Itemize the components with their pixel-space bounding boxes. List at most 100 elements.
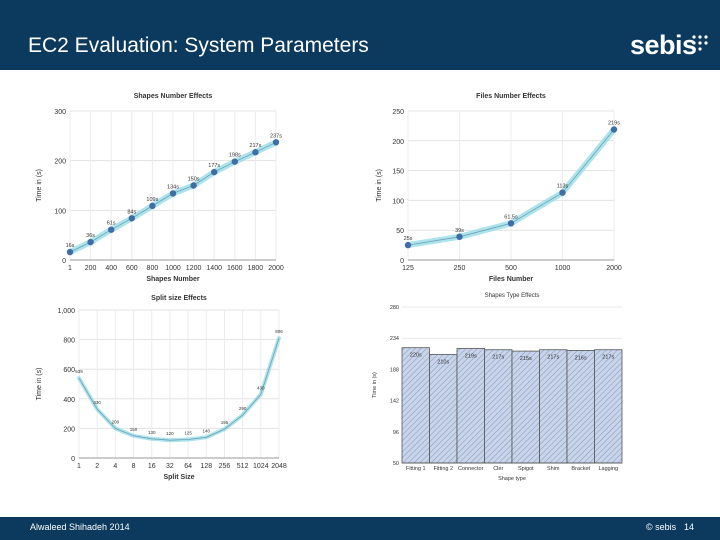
x-tick-label: 200 xyxy=(85,265,97,272)
data-label: 39s xyxy=(455,228,464,234)
x-tick-label: Fitting 1 xyxy=(406,466,426,472)
data-point xyxy=(507,220,515,227)
x-tick-label: 1800 xyxy=(248,265,264,272)
data-label: 217s xyxy=(547,355,559,361)
y-tick-label: 100 xyxy=(54,208,66,215)
data-label: 130 xyxy=(148,430,156,435)
chart-title: Shapes Number Effects xyxy=(134,93,213,100)
data-label: 237s xyxy=(270,133,282,139)
data-label: 198s xyxy=(229,153,241,159)
footer-copyright: © sebis xyxy=(646,522,677,532)
x-tick-label: Shim xyxy=(547,466,560,472)
data-point xyxy=(169,190,177,197)
chart-title: Split size Effects xyxy=(151,295,207,302)
x-tick-label: 1200 xyxy=(186,265,202,272)
y-tick-label: 300 xyxy=(54,109,66,116)
y-tick-label: 0 xyxy=(62,258,66,265)
data-point xyxy=(87,238,94,246)
sebis-logo: sebis xyxy=(630,30,697,60)
x-tick-label: 1024 xyxy=(253,463,269,470)
x-tick-label: 1600 xyxy=(227,265,243,272)
bar xyxy=(401,347,430,464)
data-label: 61s xyxy=(107,221,116,227)
x-tick-label: 1400 xyxy=(206,265,222,272)
data-label: 217s xyxy=(249,143,261,149)
x-tick-label: 400 xyxy=(105,265,117,272)
y-tick-label: 200 xyxy=(54,159,66,166)
data-point xyxy=(66,248,74,256)
data-label: 84s xyxy=(127,209,136,215)
y-tick-label: 800 xyxy=(63,338,75,345)
data-label: 113s xyxy=(557,184,569,190)
x-tick-label: Fitting 2 xyxy=(433,466,453,472)
data-point xyxy=(211,168,218,176)
chart-title: Shapes Type Effects xyxy=(485,293,540,299)
bar xyxy=(594,349,623,464)
bar xyxy=(539,349,568,464)
x-tick-label: 1000 xyxy=(165,265,181,272)
data-label: 430 xyxy=(257,385,265,390)
data-point xyxy=(404,241,412,249)
shapes-type-chart: 50 96 142 188 234 280 220s Fitting 1 210s Fitting… xyxy=(372,293,623,482)
x-tick-label: 1 xyxy=(77,463,81,470)
y-tick-label: 0 xyxy=(400,258,404,265)
data-point xyxy=(252,149,259,156)
data-label: 215s xyxy=(520,356,532,362)
x-tick-label: 8 xyxy=(132,463,136,470)
y-tick-label: 100 xyxy=(392,198,404,205)
data-label: 109s xyxy=(146,197,158,203)
x-axis-label: Files Number xyxy=(489,276,534,283)
y-axis-label: Time in (s) xyxy=(376,169,383,202)
data-point xyxy=(108,226,115,233)
data-label: 290 xyxy=(239,406,247,411)
footer-bar xyxy=(0,517,720,540)
bar xyxy=(484,349,513,464)
data-label: 806 xyxy=(275,329,283,334)
y-axis-label: Time in (s) xyxy=(36,368,43,401)
data-label: 150s xyxy=(188,177,200,183)
y-tick-label: 188 xyxy=(390,367,399,373)
x-tick-label: 2 xyxy=(95,463,99,470)
page-title: EC2 Evaluation: System Parameters xyxy=(28,34,369,57)
x-tick-label: 250 xyxy=(454,265,466,272)
logo-dots-icon xyxy=(692,35,708,51)
data-label: 125 xyxy=(184,431,192,436)
x-tick-label: Bracket xyxy=(571,466,590,472)
x-axis-label: Split Size xyxy=(163,474,194,481)
data-label: 217s xyxy=(492,355,504,361)
data-point xyxy=(272,139,280,146)
x-axis-label: Shapes Number xyxy=(146,276,200,283)
series-line xyxy=(78,337,280,441)
x-tick-label: 500 xyxy=(505,265,517,272)
data-label: 216s xyxy=(575,355,587,361)
data-point xyxy=(128,215,135,222)
y-axis-label: Time in (s) xyxy=(372,372,378,398)
data-point xyxy=(231,158,238,165)
data-label: 200 xyxy=(112,419,120,424)
x-tick-label: Spigot xyxy=(518,466,534,472)
data-label: 150 xyxy=(130,427,138,432)
x-axis-label: Shape type xyxy=(498,476,526,482)
y-tick-label: 234 xyxy=(390,336,399,342)
x-tick-label: 125 xyxy=(402,265,414,272)
x-tick-label: 256 xyxy=(219,463,231,470)
x-tick-label: 600 xyxy=(126,265,138,272)
files-number-chart: 0 50 100 150 200 250 125 250 500 1000 2000 Files Nu… xyxy=(376,93,622,283)
y-tick-label: 200 xyxy=(63,426,75,433)
y-tick-label: 50 xyxy=(396,228,404,235)
data-point xyxy=(559,189,566,196)
y-tick-label: 0 xyxy=(71,456,75,463)
bar xyxy=(429,354,458,464)
y-tick-label: 142 xyxy=(390,399,399,405)
x-tick-label: 2000 xyxy=(606,265,622,272)
y-tick-label: 600 xyxy=(63,367,75,374)
chart-title: Files Number Effects xyxy=(476,93,546,100)
x-tick-label: Connector xyxy=(458,466,484,472)
x-tick-label: 128 xyxy=(200,463,212,470)
y-tick-label: 96 xyxy=(393,430,399,436)
data-label: 140 xyxy=(203,428,211,433)
data-point xyxy=(190,182,197,189)
footer-author: Alwaleed Shihadeh 2014 xyxy=(30,522,130,532)
data-label: 36s xyxy=(86,233,95,239)
